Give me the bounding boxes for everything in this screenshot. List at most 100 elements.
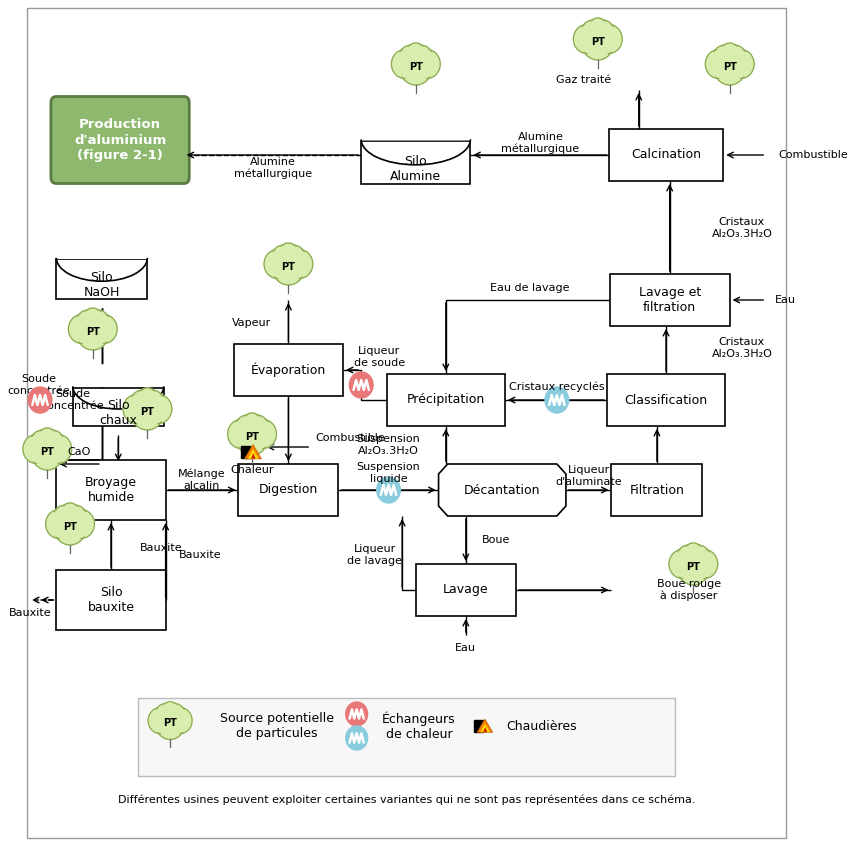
Polygon shape [483,727,487,732]
Circle shape [23,435,49,464]
Circle shape [402,52,430,82]
Text: Mélange
alcalin: Mélange alcalin [178,469,226,491]
Circle shape [84,310,101,328]
Text: Silo
NaOH: Silo NaOH [83,271,120,299]
Circle shape [706,50,732,79]
Circle shape [400,47,420,69]
Text: Cristaux
Al₂O₃.3H₂O: Cristaux Al₂O₃.3H₂O [711,217,773,239]
Circle shape [133,397,162,427]
Circle shape [156,707,185,739]
Circle shape [288,252,311,277]
Circle shape [713,49,746,85]
Circle shape [252,422,275,446]
Circle shape [54,505,76,530]
Text: Suspension
liquide: Suspension liquide [357,462,421,484]
Circle shape [685,545,702,563]
Circle shape [692,550,717,579]
Text: Silo
Alumine: Silo Alumine [390,155,441,183]
Circle shape [405,43,426,65]
Circle shape [148,707,172,733]
Circle shape [394,52,416,76]
Circle shape [250,420,276,448]
Circle shape [91,315,117,343]
Bar [139,698,675,776]
Bar [56,260,147,299]
Circle shape [76,310,99,335]
Text: CaO: CaO [68,447,91,457]
Circle shape [28,387,52,413]
Circle shape [77,312,97,333]
Circle shape [87,310,110,335]
Circle shape [286,250,313,278]
Text: Suspension
Al₂O₃.3H₂O: Suspension Al₂O₃.3H₂O [357,434,421,456]
Text: Production
d'aluminium
(figure 2-1): Production d'aluminium (figure 2-1) [74,118,167,162]
Bar [387,374,505,426]
Circle shape [728,50,754,79]
Circle shape [598,27,620,52]
Circle shape [724,45,746,70]
Circle shape [238,421,266,453]
Circle shape [679,552,707,582]
Circle shape [139,390,156,409]
Circle shape [272,245,294,270]
Circle shape [31,431,53,455]
Text: PT: PT [722,62,737,72]
Circle shape [48,437,70,461]
Circle shape [392,50,417,79]
Circle shape [346,726,367,750]
Polygon shape [56,234,147,258]
Text: Digestion: Digestion [258,484,318,497]
Circle shape [42,431,64,455]
Circle shape [48,512,70,536]
Circle shape [65,505,87,530]
Circle shape [581,24,615,60]
Circle shape [246,415,269,440]
Text: Bauxite: Bauxite [9,608,52,618]
Circle shape [54,509,87,545]
Polygon shape [361,114,470,140]
Text: Précipitation: Précipitation [406,393,485,406]
Polygon shape [245,445,261,459]
Circle shape [588,18,608,40]
Circle shape [170,710,190,732]
Circle shape [410,45,433,70]
Text: PT: PT [163,718,177,728]
Circle shape [93,316,116,341]
Circle shape [411,47,431,69]
Circle shape [133,392,151,413]
Circle shape [264,250,290,278]
Circle shape [284,247,303,268]
Text: Silo
bauxite: Silo bauxite [88,586,134,614]
Circle shape [37,428,57,450]
Circle shape [157,710,183,737]
Circle shape [280,244,297,263]
Circle shape [589,19,606,38]
Circle shape [677,549,710,585]
Circle shape [32,432,52,453]
Circle shape [545,387,569,413]
Text: PT: PT [63,522,77,532]
FancyBboxPatch shape [51,96,190,184]
Polygon shape [73,364,164,387]
Text: Alumine
métallurgique: Alumine métallurgique [502,132,580,154]
Circle shape [156,706,174,724]
Text: PT: PT [86,327,99,337]
Text: Vapeur: Vapeur [232,318,271,328]
Circle shape [46,435,71,464]
Circle shape [581,20,604,45]
Bar [361,141,470,184]
Circle shape [416,52,439,76]
Text: PT: PT [140,407,155,417]
Circle shape [31,434,64,470]
Circle shape [592,20,615,45]
Polygon shape [251,453,256,459]
Circle shape [399,45,422,70]
Circle shape [235,415,258,440]
Circle shape [694,552,716,576]
Text: Combustible: Combustible [315,433,385,443]
Bar [607,374,725,426]
Circle shape [82,308,103,330]
Circle shape [88,312,108,333]
Text: Filtration: Filtration [630,484,684,497]
Circle shape [583,22,602,43]
